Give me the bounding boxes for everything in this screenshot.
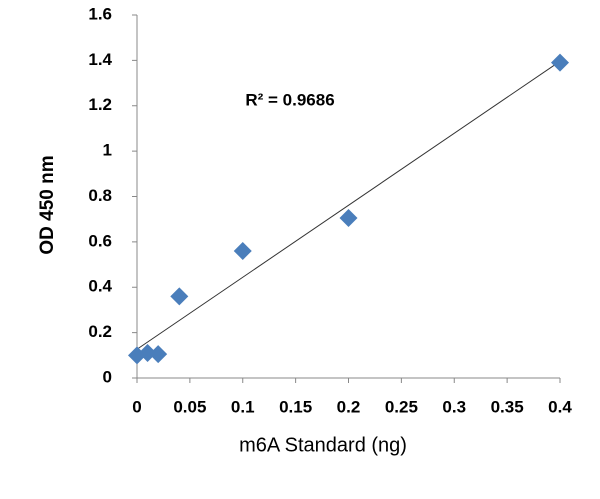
point	[551, 53, 569, 72]
x-tick-label: 0.05	[173, 397, 206, 416]
trendline	[136, 60, 561, 350]
y-tick-label: 1	[103, 141, 112, 160]
y-tick-label: 1.2	[88, 95, 112, 114]
y-tick-label: 1.4	[88, 50, 112, 69]
y-tick-label: 1.6	[88, 4, 112, 23]
x-tick-label: 0.35	[491, 397, 524, 416]
point	[339, 209, 358, 228]
y-tick-label: 0.8	[88, 186, 112, 205]
x-tick-label: 0.25	[385, 397, 418, 416]
x-tick-label: 0.1	[231, 397, 255, 416]
x-tick-label: 0.2	[337, 397, 361, 416]
point	[149, 345, 168, 364]
x-tick-label: 0	[132, 397, 141, 416]
y-tick-label: 0	[103, 367, 112, 386]
x-tick-label: 0.15	[279, 397, 312, 416]
y-tick-label: 0.4	[88, 277, 112, 296]
point	[170, 287, 189, 306]
point	[138, 344, 157, 363]
x-tick-label: 0.4	[548, 397, 572, 416]
point	[233, 241, 252, 260]
y-axis-label: OD 450 nm	[37, 155, 58, 254]
x-axis-label: m6A Standard (ng)	[239, 434, 407, 456]
x-tick-label: 0.3	[442, 397, 466, 416]
y-tick-label: 0.6	[88, 231, 112, 250]
annotation: R² = 0.9686	[245, 90, 334, 109]
y-tick-label: 0.2	[88, 322, 112, 341]
